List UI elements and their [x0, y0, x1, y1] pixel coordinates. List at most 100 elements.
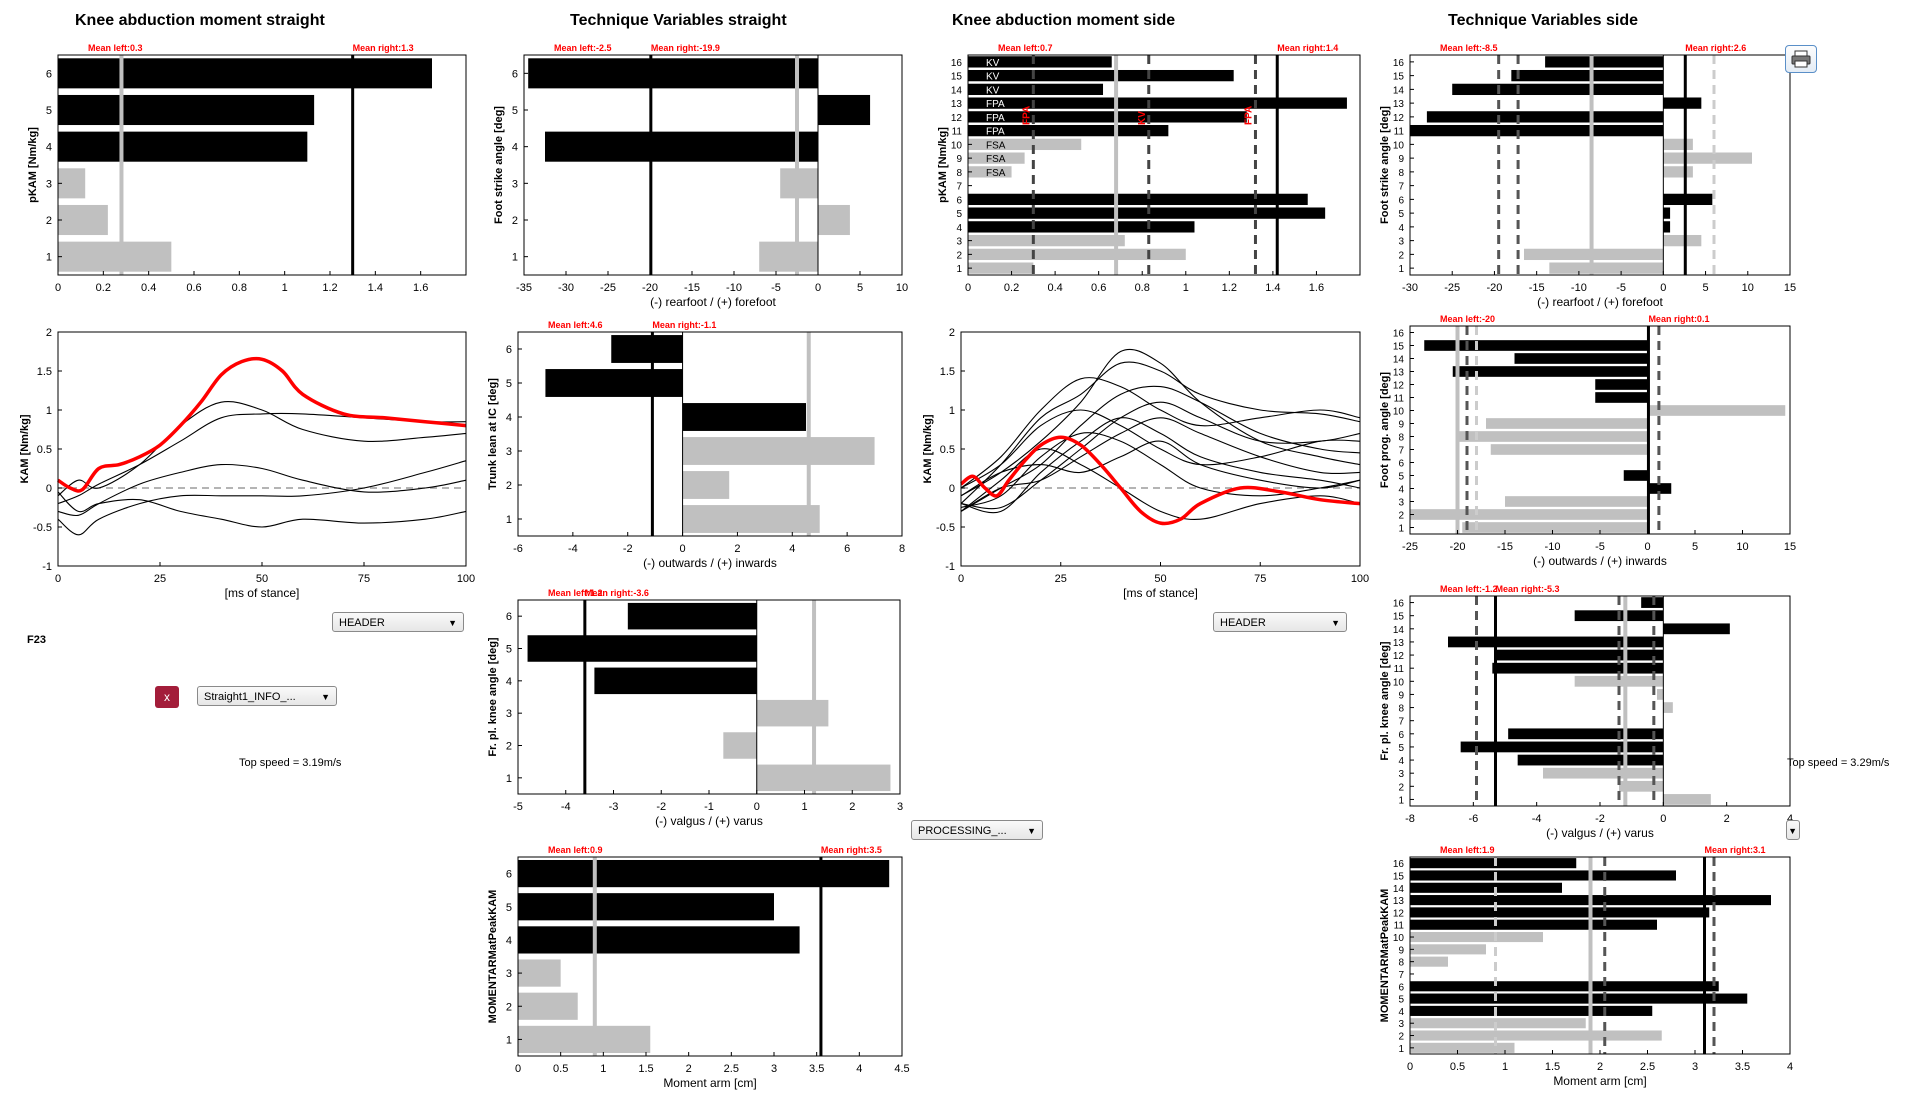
x-axis-label: (-) rearfoot / (+) forefoot — [1537, 295, 1663, 309]
bar — [1486, 418, 1648, 429]
x-tick-label: 4 — [1787, 1061, 1793, 1073]
header-dropdown-left[interactable]: HEADER ▼ — [332, 612, 464, 632]
x-tick-label: 10 — [896, 282, 908, 294]
x-tick-label: -10 — [1571, 282, 1587, 294]
y-tick-label: 10 — [1393, 407, 1405, 418]
x-tick-label: 0.4 — [141, 282, 156, 294]
x-tick-label: 1.5 — [1545, 1061, 1560, 1073]
y-axis-label: KAM [Nm/kg] — [922, 414, 934, 483]
trial-dropdown-value: Straight1_INFO_... — [204, 691, 296, 703]
bar — [611, 335, 683, 363]
top-speed-left: Top speed = 3.19m/s — [239, 757, 342, 769]
x-tick-label: 5 — [857, 282, 863, 294]
y-tick-label: 1 — [46, 252, 52, 264]
axes-box — [1409, 54, 1791, 276]
y-tick-label: 5 — [1398, 472, 1404, 483]
bar — [1595, 392, 1648, 403]
bar-label: KV — [986, 85, 1000, 96]
bar — [1545, 56, 1664, 68]
x-tick-label: -4 — [568, 543, 578, 555]
bar — [968, 193, 1308, 206]
y-tick-label: 14 — [1393, 884, 1405, 895]
chevron-down-icon: ▼ — [448, 618, 457, 628]
bar — [58, 94, 315, 126]
bar — [1517, 754, 1664, 766]
bar — [1410, 1042, 1515, 1053]
small-dropdown[interactable]: ▼ — [1786, 820, 1800, 840]
delete-button[interactable]: x — [155, 686, 179, 708]
title-kam-side: Knee abduction moment side — [952, 12, 1176, 29]
x-tick-label: -3 — [609, 801, 619, 813]
x-tick-label: 1.4 — [1265, 282, 1280, 294]
bar — [1410, 124, 1664, 137]
trial-dropdown[interactable]: Straight1_INFO_... ▼ — [197, 686, 337, 706]
x-tick-label: -5 — [513, 801, 523, 813]
bar — [1647, 405, 1786, 416]
print-button[interactable] — [1785, 45, 1817, 73]
x-tick-label: 10 — [1742, 282, 1754, 294]
y-tick-label: 3 — [956, 237, 962, 248]
x-tick-label: 1.5 — [638, 1063, 653, 1075]
y-tick-label: 5 — [1398, 743, 1404, 754]
y-tick-label: 6 — [506, 344, 512, 356]
dashed-line-label: KV — [1137, 111, 1148, 125]
mean-right-label: Mean right:2.6 — [1685, 43, 1746, 53]
x-tick-label: -10 — [726, 282, 742, 294]
x-tick-label: -5 — [1595, 541, 1605, 553]
y-axis-label: Foot strike angle [deg] — [1379, 106, 1391, 224]
subject-label: F23 — [27, 634, 46, 646]
bar — [1663, 193, 1713, 206]
bar — [759, 241, 818, 272]
bar — [1460, 741, 1664, 753]
y-tick-label: 2 — [1398, 511, 1404, 522]
x-tick-label: 25 — [154, 573, 166, 585]
bar — [1410, 956, 1448, 967]
y-tick-label: 2 — [506, 480, 512, 492]
header-dropdown-right-value: HEADER — [1220, 617, 1266, 629]
y-tick-label: 7 — [956, 182, 962, 193]
y-tick-label: 4 — [1398, 1007, 1404, 1018]
y-tick-label: 12 — [1393, 908, 1405, 919]
mean-left-label: Mean left:-8.5 — [1440, 43, 1498, 53]
x-tick-label: 1 — [600, 1063, 606, 1075]
y-tick-label: 7 — [1398, 446, 1404, 457]
bar-label: FSA — [986, 140, 1006, 151]
axes-box — [57, 331, 467, 567]
y-tick-label: -1 — [945, 561, 955, 573]
x-axis-label: Moment arm [cm] — [663, 1076, 756, 1090]
x-tick-label: 1.4 — [368, 282, 383, 294]
y-tick-label: 2 — [512, 215, 518, 227]
mean-right-label: Mean right:-19.9 — [651, 43, 720, 53]
y-tick-label: 6 — [1398, 982, 1404, 993]
x-tick-label: 4 — [789, 543, 795, 555]
x-tick-label: 3 — [897, 801, 903, 813]
bar — [1663, 152, 1752, 164]
y-tick-label: 1 — [1398, 795, 1404, 806]
header-dropdown-right[interactable]: HEADER ▼ — [1213, 612, 1347, 632]
bar — [1595, 379, 1648, 390]
y-tick-label: 12 — [1393, 381, 1405, 392]
bar — [682, 505, 820, 533]
y-axis-label: KAM [Nm/kg] — [19, 414, 31, 483]
x-tick-label: 0 — [680, 543, 686, 555]
y-tick-label: 15 — [1393, 72, 1405, 83]
y-tick-label: 12 — [951, 113, 963, 124]
y-tick-label: 3 — [506, 968, 512, 980]
mean-right-label: Mean right:0.1 — [1648, 314, 1709, 324]
y-tick-label: 6 — [506, 611, 512, 623]
x-tick-label: 0.2 — [96, 282, 111, 294]
series-line — [57, 463, 467, 517]
axes-box — [967, 54, 1361, 276]
mean-right-label: Mean right:1.3 — [353, 43, 414, 53]
bar — [545, 369, 683, 397]
bar — [1410, 981, 1719, 992]
processing-dropdown[interactable]: PROCESSING_... ▼ — [911, 820, 1043, 840]
chart-foot_prog_side: Mean left:-20 Mean right:0.11234567891011… — [1379, 314, 1796, 568]
mean-left-label: Mean left:0.7 — [998, 43, 1053, 53]
y-tick-label: 2 — [949, 327, 955, 339]
bar — [1410, 993, 1748, 1004]
y-tick-label: 5 — [1398, 995, 1404, 1006]
y-tick-label: 9 — [956, 154, 962, 165]
mean-left-label: Mean left:4.6 — [548, 320, 603, 330]
